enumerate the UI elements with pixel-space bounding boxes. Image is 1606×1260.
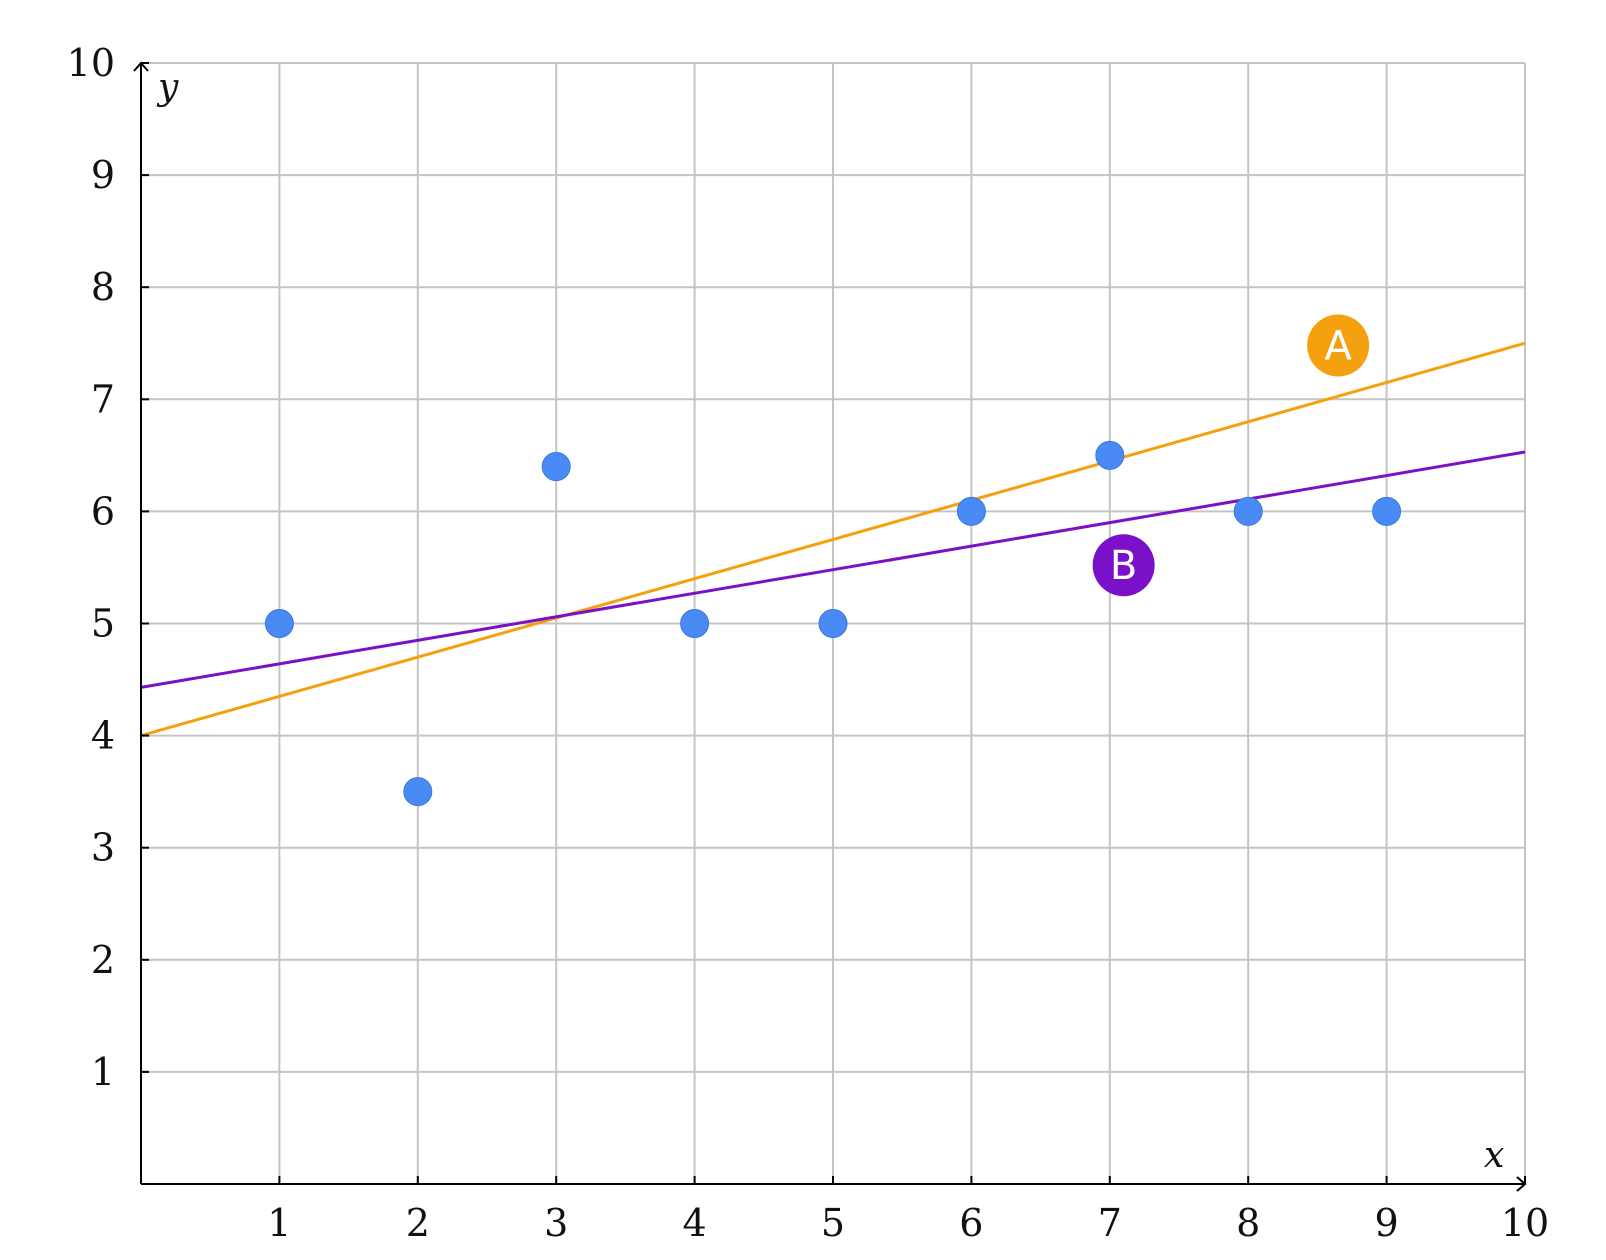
y-axis-label: y <box>156 67 179 108</box>
x-tick-label: 10 <box>1501 1201 1549 1245</box>
y-tick-label: 9 <box>91 153 115 197</box>
y-tick-label: 7 <box>91 377 115 421</box>
y-tick-label: 2 <box>91 938 115 982</box>
x-tick-label: 1 <box>267 1201 291 1245</box>
grid <box>141 62 1526 1184</box>
y-tick-label: 3 <box>91 826 115 870</box>
line-b-label: B <box>1110 543 1137 589</box>
data-point <box>1372 496 1402 526</box>
y-tick-label: 10 <box>67 41 115 85</box>
data-point <box>956 496 986 526</box>
x-tick-label: 3 <box>544 1201 568 1245</box>
line-labels: AB <box>1092 314 1370 597</box>
y-tick-label: 4 <box>91 714 115 758</box>
data-point <box>403 777 433 807</box>
line-b-badge <box>1092 534 1155 597</box>
ticks: 1 2 3 4 5 6 7 8 9 10 1 2 3 4 5 6 7 8 9 10 <box>67 41 1550 1245</box>
y-tick-label: 5 <box>91 602 115 646</box>
data-point <box>541 452 571 482</box>
x-axis-label: x <box>1484 1135 1504 1176</box>
line-b <box>140 450 1526 689</box>
data-point <box>818 609 848 638</box>
y-tick-label: 8 <box>91 265 115 309</box>
x-tick-label: 5 <box>821 1201 845 1245</box>
data-point <box>1095 440 1125 470</box>
data-points <box>264 440 1402 807</box>
x-tick-label: 9 <box>1375 1201 1399 1245</box>
y-tick-label: 6 <box>91 489 115 533</box>
x-tick-label: 2 <box>406 1201 430 1245</box>
x-tick-label: 8 <box>1236 1201 1260 1245</box>
x-tick-label: 6 <box>959 1201 983 1245</box>
data-point <box>680 609 710 638</box>
line-a-label: A <box>1324 323 1352 369</box>
data-point <box>1233 496 1263 526</box>
fit-lines <box>140 341 1526 738</box>
y-tick-label: 1 <box>91 1050 115 1094</box>
x-tick-label: 4 <box>683 1201 707 1245</box>
x-tick-label: 7 <box>1098 1201 1122 1245</box>
line-a <box>140 341 1526 738</box>
line-a-badge <box>1307 314 1370 377</box>
data-point <box>264 609 294 638</box>
